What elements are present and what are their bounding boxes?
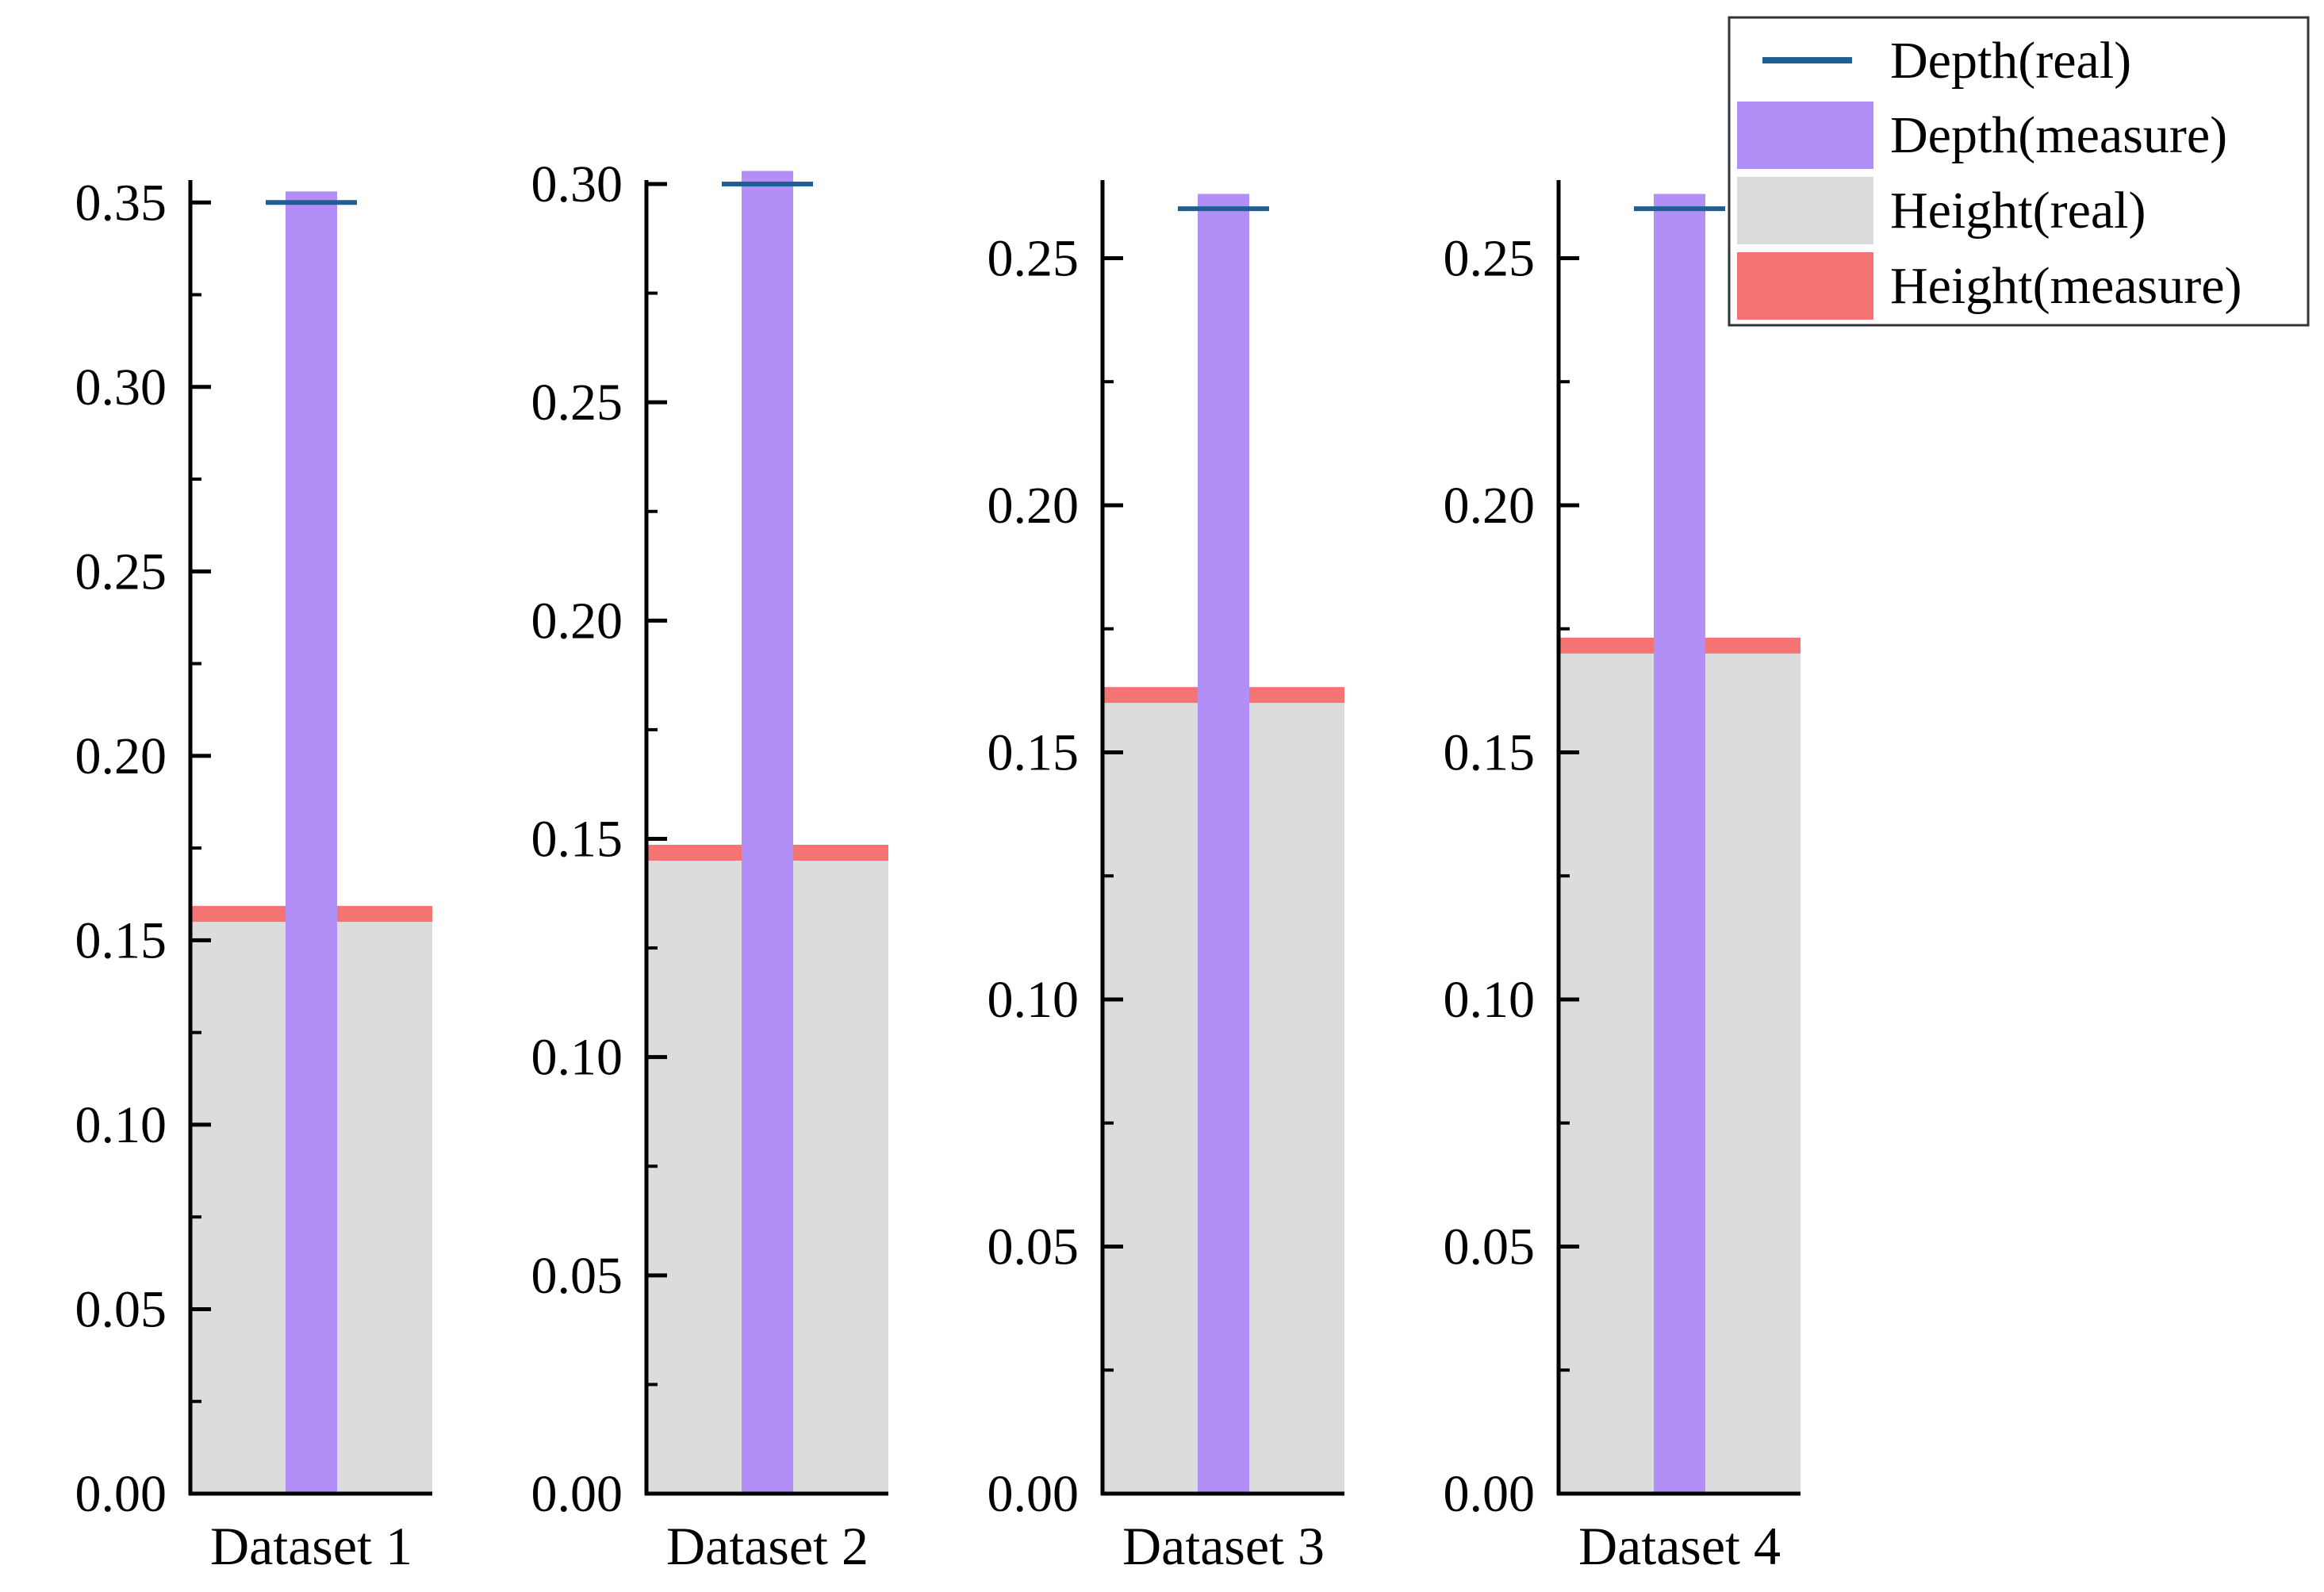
depth-measure-bar: [286, 191, 337, 1494]
y-tick-label: 0.15: [75, 911, 167, 969]
y-tick-label: 0.05: [988, 1218, 1080, 1276]
y-tick-label: 0.00: [531, 1465, 623, 1523]
y-tick-label: 0.25: [531, 374, 623, 432]
y-tick-label: 0.10: [531, 1029, 623, 1087]
y-tick-label: 0.20: [75, 727, 167, 785]
y-tick-label: 0.15: [531, 811, 623, 869]
y-tick-label: 0.05: [1444, 1218, 1536, 1276]
y-tick-label: 0.00: [988, 1465, 1080, 1523]
y-tick-label: 0.25: [988, 229, 1080, 287]
y-tick-label: 0.20: [1444, 477, 1536, 535]
y-tick-label: 0.05: [531, 1247, 623, 1305]
y-tick-label: 0.15: [988, 723, 1080, 781]
legend-swatch-height-real: [1737, 177, 1873, 244]
y-tick-label: 0.30: [531, 155, 623, 213]
y-tick-label: 0.25: [1444, 229, 1536, 287]
legend-label-depth-real: Depth(real): [1890, 32, 2131, 90]
x-category-label: Dataset 4: [1578, 1516, 1781, 1576]
y-tick-label: 0.20: [531, 592, 623, 650]
y-tick-label: 0.25: [75, 543, 167, 600]
panel-3: 0.00 0.05 0.10 0.15 0.20 0.25 Dataset 3: [988, 180, 1344, 1576]
legend-label-height-real: Height(real): [1890, 182, 2146, 240]
chart-panels: 0.00 0.05 0.10 0.15 0.20 0.25 0.30 0.35 Dataset …: [75, 155, 1801, 1576]
depth-measure-bar: [1198, 194, 1249, 1494]
panel-2: 0.00 0.05 0.10 0.15 0.20 0.25 0.30 Dataset 2: [531, 155, 888, 1576]
y-tick-label: 0.00: [1444, 1465, 1536, 1523]
legend-label-height-measure: Height(measure): [1890, 257, 2242, 315]
y-tick-label: 0.10: [988, 971, 1080, 1029]
y-tick-label: 0.05: [75, 1280, 167, 1338]
y-tick-label: 0.35: [75, 174, 167, 232]
legend-swatch-height-measure: [1737, 252, 1873, 320]
depth-measure-bar: [1654, 194, 1705, 1494]
y-tick-label: 0.00: [75, 1465, 167, 1523]
panel-1: 0.00 0.05 0.10 0.15 0.20 0.25 0.30 0.35 Dataset …: [75, 174, 432, 1576]
x-category-label: Dataset 3: [1122, 1516, 1325, 1576]
x-category-label: Dataset 2: [666, 1516, 869, 1576]
legend-label-depth-measure: Depth(measure): [1890, 106, 2227, 164]
y-tick-label: 0.10: [1444, 971, 1536, 1029]
y-tick-label: 0.30: [75, 359, 167, 416]
x-category-label: Dataset 1: [210, 1516, 412, 1576]
legend-swatch-depth-measure: [1737, 102, 1873, 169]
panel-4: 0.00 0.05 0.10 0.15 0.20 0.25 Dataset 4: [1444, 180, 1801, 1576]
depth-measure-bar: [742, 171, 793, 1494]
y-tick-label: 0.15: [1444, 723, 1536, 781]
y-tick-label: 0.20: [988, 477, 1080, 535]
y-tick-label: 0.10: [75, 1096, 167, 1154]
legend: Depth(real) Depth(measure) Height(real) …: [1728, 16, 2310, 327]
